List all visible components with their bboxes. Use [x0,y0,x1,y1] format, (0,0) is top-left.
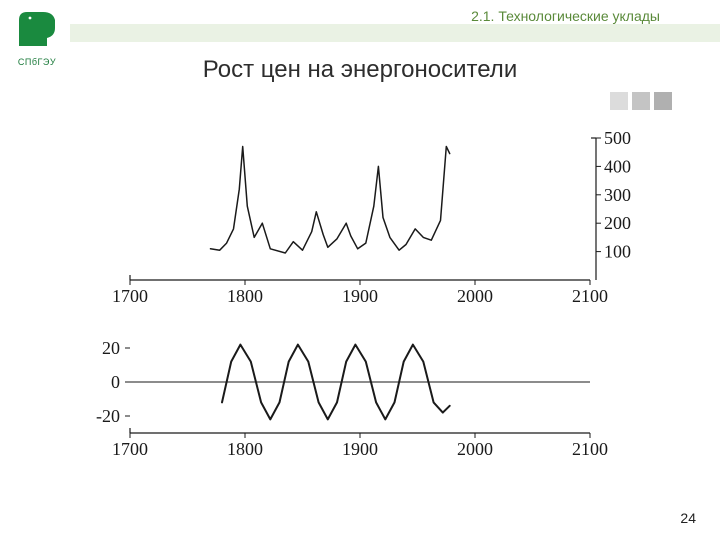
charts-container: 100 200 300 400 500 1700 1800 1900 2000 2100 -20 0… [80,130,640,468]
svg-text:0: 0 [111,372,120,392]
svg-text:20: 20 [102,338,120,358]
svg-text:300: 300 [604,185,631,205]
svg-text:-20: -20 [96,406,120,426]
decorative-squares [610,92,672,110]
price-chart: 100 200 300 400 500 1700 1800 1900 2000 2100 [80,130,640,310]
svg-text:1900: 1900 [342,439,378,459]
svg-text:500: 500 [604,130,631,148]
slide-title: Рост цен на энергоносители [0,56,720,84]
svg-text:2100: 2100 [572,286,608,306]
svg-text:1700: 1700 [112,286,148,306]
header-stripe [70,24,720,42]
svg-text:2000: 2000 [457,286,493,306]
square-2 [632,92,650,110]
square-3 [654,92,672,110]
svg-text:400: 400 [604,156,631,176]
griffin-icon [13,6,61,50]
svg-text:1800: 1800 [227,439,263,459]
svg-text:1900: 1900 [342,286,378,306]
cycle-chart: -20 0 20 1700 1800 1900 2000 2100 [80,323,640,463]
square-1 [610,92,628,110]
svg-text:200: 200 [604,213,631,233]
svg-text:100: 100 [604,242,631,262]
breadcrumb: 2.1. Технологические уклады [471,8,660,24]
svg-text:1700: 1700 [112,439,148,459]
svg-text:2100: 2100 [572,439,608,459]
page-number: 24 [680,510,696,526]
svg-text:2000: 2000 [457,439,493,459]
svg-text:1800: 1800 [227,286,263,306]
